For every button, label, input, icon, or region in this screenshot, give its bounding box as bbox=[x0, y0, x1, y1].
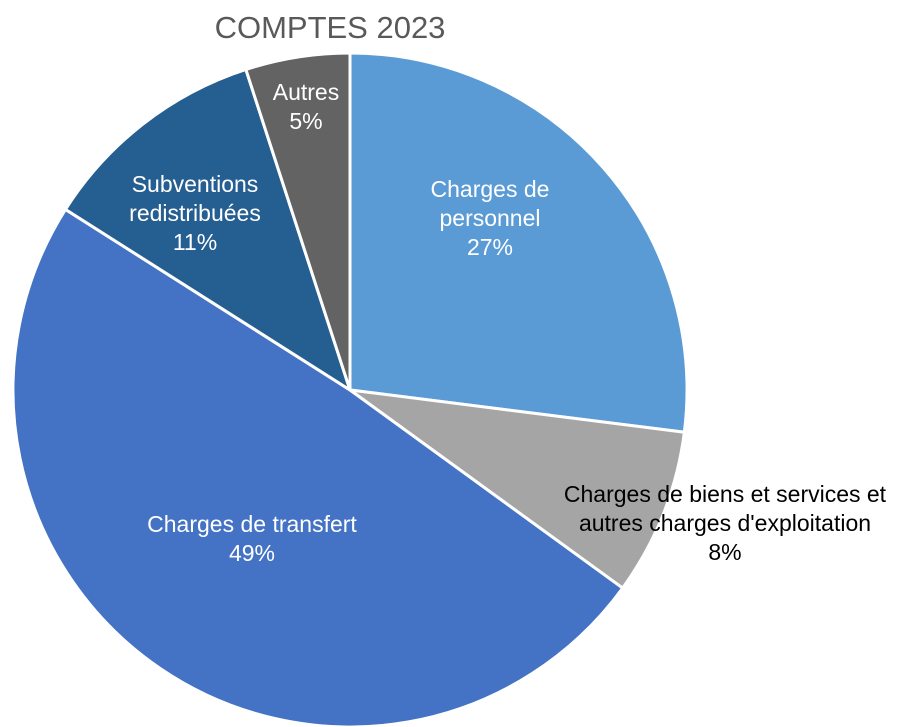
slice-label: Charges de biens et services et autres c… bbox=[545, 480, 900, 567]
pie-slice bbox=[243, 51, 352, 391]
slice-label: Autres 5% bbox=[256, 78, 356, 136]
category-label: Charges de biens et services et autres c… bbox=[563, 481, 887, 536]
value-label: 27% bbox=[466, 234, 514, 260]
category-label: Autres bbox=[272, 79, 340, 105]
pie-slice bbox=[11, 207, 625, 727]
pie-slice bbox=[348, 51, 689, 434]
slice-label: Charges de transfert 49% bbox=[92, 510, 412, 568]
chart-title: COMPTES 2023 bbox=[214, 10, 446, 45]
slice-label: Charges de personnel 27% bbox=[390, 175, 590, 262]
pie-slice bbox=[349, 388, 687, 591]
slice-label: Subventions redistribuées 11% bbox=[95, 170, 295, 257]
category-label: Charges de transfert bbox=[147, 511, 357, 537]
value-label: 8% bbox=[708, 539, 742, 565]
value-label: 11% bbox=[172, 229, 218, 255]
pie-slice bbox=[63, 67, 353, 394]
value-label: 49% bbox=[228, 540, 276, 566]
value-label: 5% bbox=[289, 108, 323, 134]
category-label: Charges de personnel bbox=[430, 176, 550, 231]
category-label: Subventions redistribuées bbox=[129, 171, 261, 226]
